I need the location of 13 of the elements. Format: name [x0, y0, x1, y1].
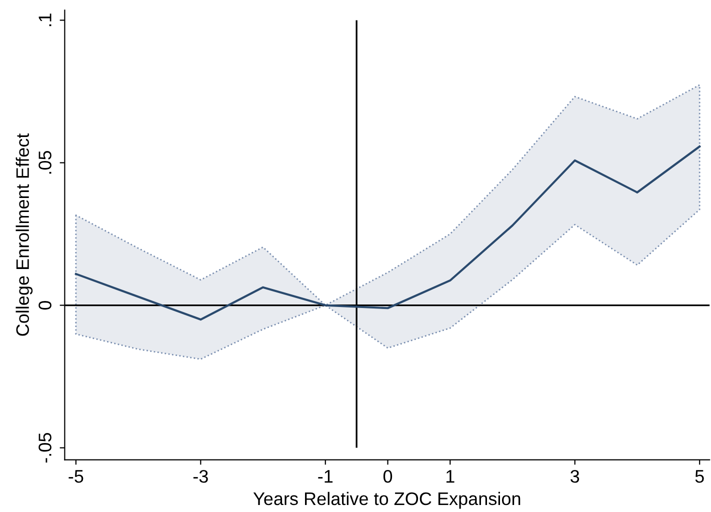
y-tick-label: .1	[38, 14, 52, 26]
y-tick-label: .05	[38, 150, 52, 174]
x-tick-label: 3	[570, 470, 580, 483]
x-tick-label: -5	[68, 470, 84, 483]
x-tick-label: 5	[695, 470, 704, 483]
y-tick-label: -.05	[38, 433, 52, 463]
x-tick-label: -1	[318, 470, 333, 483]
x-axis-title: Years Relative to ZOC Expansion	[253, 492, 520, 509]
x-tick-label: 0	[383, 470, 392, 483]
y-axis-title: College Enrollment Effect	[16, 133, 33, 336]
y-tick-label: 0	[38, 300, 52, 310]
x-tick-label: -3	[193, 470, 208, 483]
x-tick-label: 1	[446, 470, 454, 483]
